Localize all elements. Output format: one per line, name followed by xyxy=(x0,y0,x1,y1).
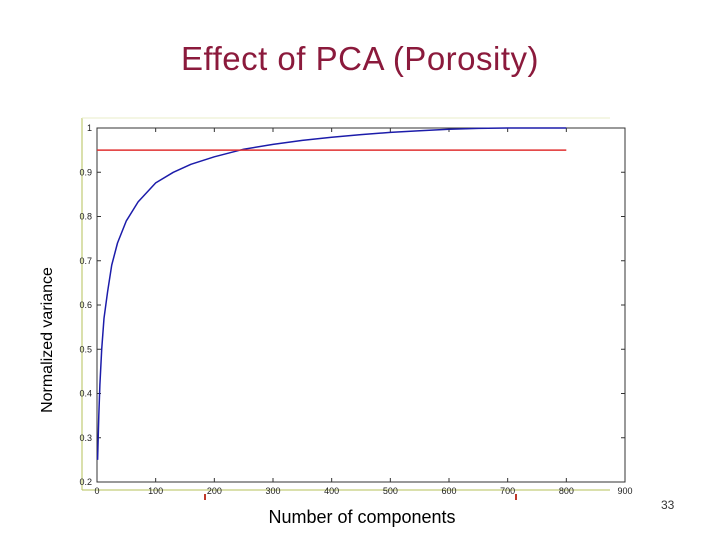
x-tick-label: 200 xyxy=(207,486,222,496)
x-tick-label: 100 xyxy=(148,486,163,496)
x-tick-label: 600 xyxy=(441,486,456,496)
x-tick-label: 300 xyxy=(265,486,280,496)
y-tick-label: 0.8 xyxy=(79,212,92,222)
y-tick-label: 0.2 xyxy=(79,477,92,487)
x-tick-label: 0 xyxy=(94,486,99,496)
y-tick-label: 0.5 xyxy=(79,344,92,354)
y-tick-label: 0.7 xyxy=(79,256,92,266)
slide-title: Effect of PCA (Porosity) xyxy=(180,40,540,77)
x-tick-label: 400 xyxy=(324,486,339,496)
y-tick-label: 0.4 xyxy=(79,389,92,399)
plot-frame xyxy=(96,127,626,483)
y-axis-label: Normalized variance xyxy=(39,267,56,413)
y-tick-label: 1 xyxy=(87,123,92,133)
y-tick-label: 0.9 xyxy=(79,167,92,177)
y-tick-label: 0.3 xyxy=(79,433,92,443)
y-tick-label: 0.6 xyxy=(79,300,92,310)
x-tick-label: 800 xyxy=(559,486,574,496)
x-tick-label: 500 xyxy=(383,486,398,496)
x-axis-label: Number of components xyxy=(268,507,456,527)
variance-curve xyxy=(96,127,567,460)
x-tick-label: 700 xyxy=(500,486,515,496)
x-tick-label: 900 xyxy=(617,486,632,496)
page-number: 33 xyxy=(661,498,675,512)
